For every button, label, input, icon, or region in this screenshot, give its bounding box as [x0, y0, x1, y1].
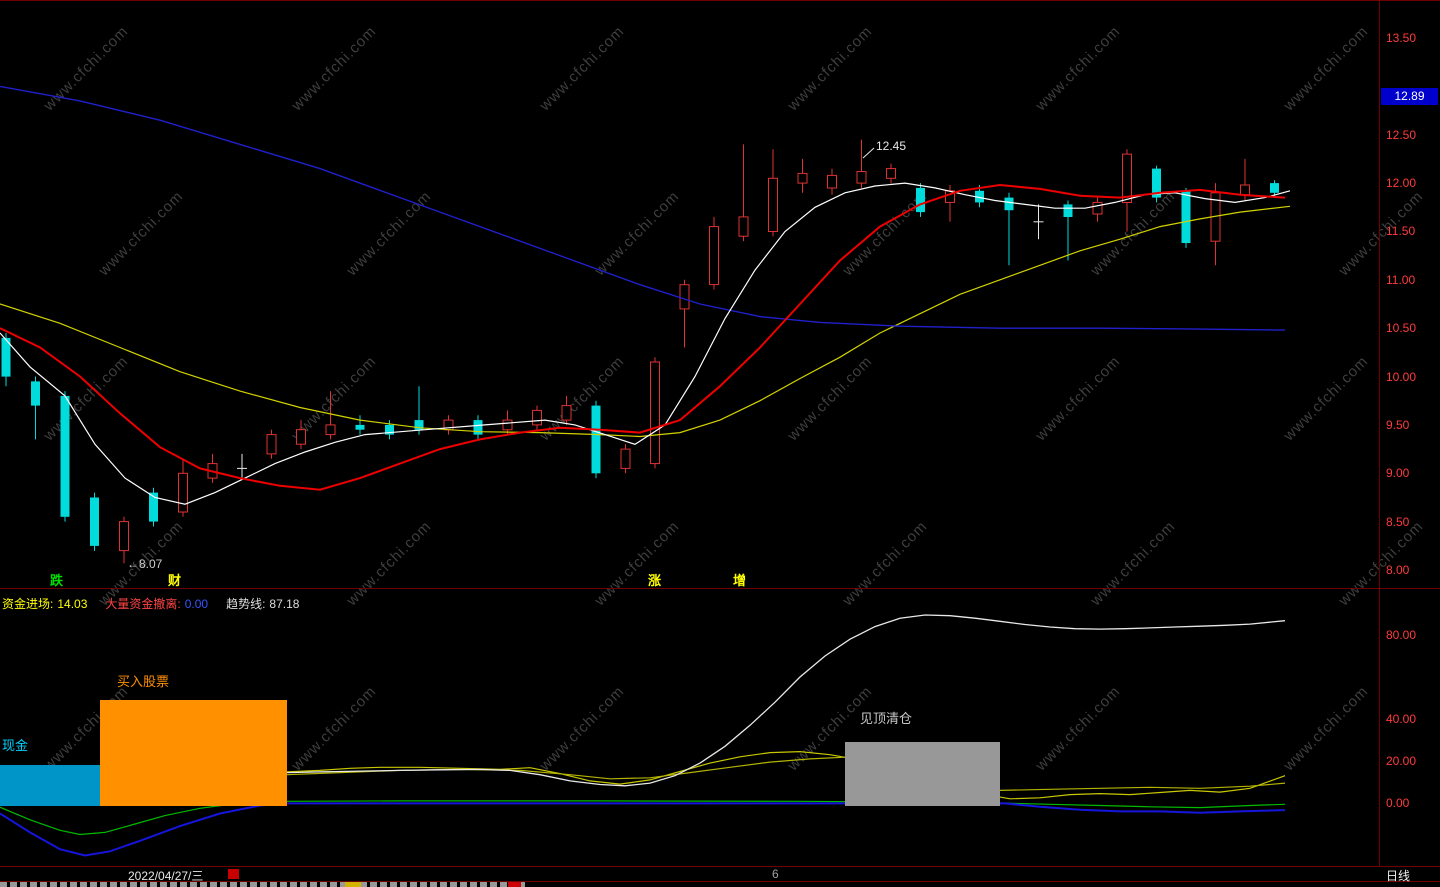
yellow-fast: [0, 750, 1286, 800]
indicator-tick-label: 80.00: [1386, 628, 1417, 642]
price-tick-label: 11.00: [1386, 273, 1416, 287]
top-border: [0, 0, 1440, 1]
up-candle: [768, 177, 778, 233]
price-tick-label: 9.00: [1386, 466, 1410, 480]
up-candle: [709, 226, 719, 286]
trend-white: [0, 614, 1286, 794]
ma-yellow: [0, 205, 1291, 438]
indicator-header: 资金进场: 14.03 大量资金撤离: 0.00 趋势线: 87.18: [2, 595, 317, 612]
indicator-name-label: 趋势线:: [226, 597, 266, 611]
signal-char: 财: [168, 573, 182, 588]
price-tick-label: 13.50: [1386, 31, 1417, 45]
clipped-text-red-fragment: [508, 882, 521, 887]
ma-blue: [0, 85, 1286, 331]
cash-block-label: 现金: [2, 738, 29, 753]
up-candle: [296, 429, 306, 445]
date-label: 2022/04/27/三: [128, 869, 204, 883]
down-candle: [385, 424, 394, 435]
up-candle: [1122, 153, 1132, 204]
down-candle: [1270, 183, 1279, 193]
up-candle: [1240, 184, 1250, 196]
indicator-tick-label: 20.00: [1386, 754, 1417, 768]
up-candle: [650, 361, 660, 465]
up-candle: [561, 405, 572, 421]
down-candle: [149, 492, 158, 522]
up-candle: [532, 409, 542, 426]
price-tick-label: 8.50: [1386, 515, 1410, 529]
axis-divider: [1379, 0, 1380, 881]
price-tick-label: 12.50: [1386, 128, 1417, 142]
up-candle: [738, 216, 749, 237]
price-tick-label: 12.00: [1386, 176, 1417, 190]
up-candle: [119, 521, 129, 552]
price-tick-label: 9.50: [1386, 418, 1410, 432]
down-candle: [90, 497, 99, 546]
signal-char: 跌: [50, 573, 64, 588]
down-candle: [1, 337, 11, 377]
up-candle: [325, 424, 336, 436]
indicator-value: 14.03: [57, 597, 88, 611]
down-candle: [31, 381, 40, 406]
period-selector[interactable]: 日线: [1386, 869, 1411, 883]
sell-block: [845, 742, 1000, 806]
up-candle: [679, 284, 690, 310]
up-candle: [1092, 201, 1103, 215]
indicator-value: 87.18: [269, 597, 300, 611]
signal-char: 涨: [648, 573, 662, 588]
up-candle: [797, 172, 808, 184]
up-candle: [827, 174, 837, 189]
up-candle: [178, 472, 188, 513]
sell-block-label: 见顶清仓: [860, 711, 913, 726]
indicator-tick-label: 0.00: [1386, 796, 1410, 810]
ma-red: [0, 183, 1286, 491]
annotation-pointer: [862, 147, 875, 159]
indicator-tick-label: 40.00: [1386, 712, 1417, 726]
price-annotation: 12.45: [876, 139, 906, 153]
up-candle: [856, 171, 867, 184]
up-candle: [502, 419, 513, 431]
down-candle: [916, 187, 925, 213]
price-annotation: ←8.07: [127, 557, 163, 571]
down-candle: [355, 424, 365, 430]
last-price-badge: 12.89: [1381, 88, 1438, 105]
date-marker-icon: [228, 869, 239, 879]
down-candle: [591, 405, 601, 474]
time-axis-bar: 2022/04/27/三 6 日线: [0, 866, 1440, 883]
down-candle: [60, 395, 70, 517]
signal-char: 增: [733, 573, 747, 588]
clipped-text-yellow-fragment: [345, 882, 361, 887]
up-candle: [266, 434, 277, 455]
down-candle: [1063, 204, 1073, 217]
month-tick-label: 6: [772, 867, 779, 881]
up-candle: [886, 168, 896, 179]
price-tick-label: 10.00: [1386, 370, 1417, 384]
indicator-value: 0.00: [184, 597, 209, 611]
blue-line: [0, 802, 1286, 857]
buy-block: [100, 700, 287, 806]
down-candle: [1152, 168, 1161, 198]
indicator-name-label: 大量资金撤离:: [105, 597, 181, 611]
ma-white: [0, 182, 1291, 505]
green-line: [0, 800, 1286, 836]
down-candle: [1004, 197, 1014, 211]
clipped-status-text: [0, 882, 525, 887]
down-candle: [414, 420, 424, 430]
indicator-name-label: 资金进场:: [2, 597, 54, 611]
down-candle: [975, 190, 984, 203]
up-candle: [620, 448, 631, 469]
indicator-chart[interactable]: [0, 590, 1380, 867]
down-candle: [473, 420, 483, 435]
price-tick-label: 10.50: [1386, 321, 1417, 335]
candlestick-chart[interactable]: 12.45 ←8.07: [0, 0, 1380, 588]
down-candle: [1181, 190, 1191, 243]
price-tick-label: 11.50: [1386, 224, 1416, 238]
price-tick-label: 8.00: [1386, 563, 1410, 577]
buy-block-label: 买入股票: [117, 674, 170, 689]
panel-divider: [0, 588, 1440, 589]
cash-block: [0, 765, 100, 806]
